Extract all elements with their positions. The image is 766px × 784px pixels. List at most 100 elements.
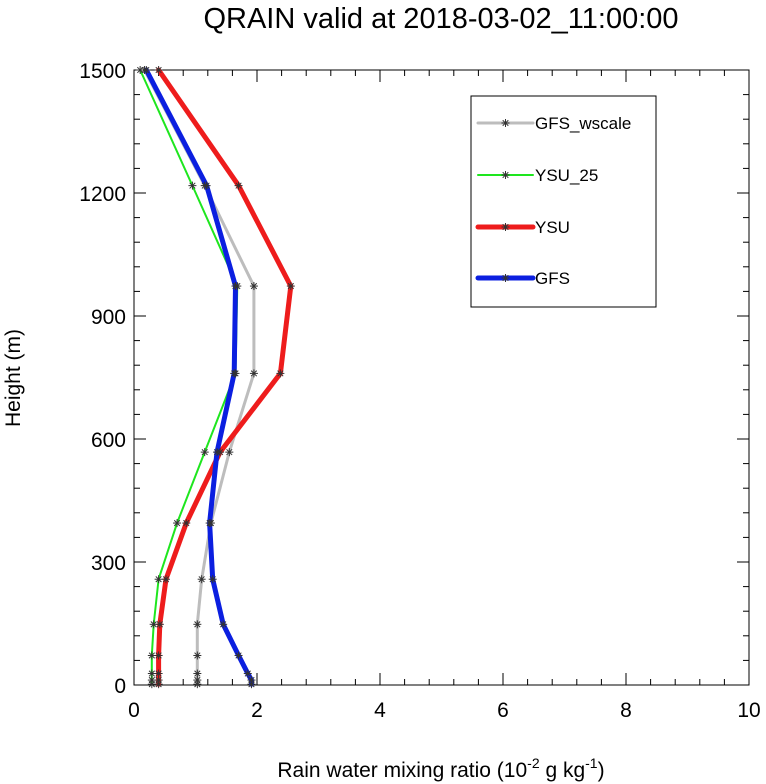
data-point-marker [155,670,162,677]
legend-items: GFS_wscale YSU_25 YSU GFS [475,114,631,288]
y-tick-label: 1500 [79,60,126,83]
series-layer [136,66,295,689]
legend-marker-star [502,223,509,231]
data-point [247,676,256,685]
data-point-marker [220,621,227,628]
legend-label: YSU_25 [535,166,598,185]
data-point [202,181,211,190]
y-tick-label: 900 [91,306,126,329]
x-tick-label: 6 [497,699,509,722]
x-tick-label: 8 [620,699,632,722]
data-point-marker [250,282,258,290]
data-point-marker [143,66,150,74]
data-point-marker [155,676,162,684]
data-point-marker [235,652,242,659]
data-point [193,651,202,660]
y-tick-label: 1200 [79,183,126,206]
data-point-marker [209,576,216,583]
data-point-marker [231,370,238,377]
data-point-marker [155,66,162,74]
data-point [154,669,163,678]
data-point [230,369,239,378]
data-point-marker [183,519,190,527]
data-point [219,620,228,629]
data-point-marker [277,370,284,377]
x-tick-label: 0 [128,699,140,722]
data-point [193,669,202,678]
y-axis-label: Height (m) [2,329,25,427]
x-tick-label: 4 [374,699,386,722]
data-point-marker [232,282,239,290]
data-point-marker [206,519,213,527]
data-point [155,620,164,629]
legend-marker [501,171,510,179]
y-tick-label: 0 [114,675,126,698]
data-point [249,282,258,291]
legend-marker-star [502,171,509,179]
data-point-marker [155,576,162,583]
data-point-marker [148,670,155,677]
data-point-marker [194,670,201,677]
data-point [161,575,170,584]
data-point-marker [156,621,163,628]
data-point [276,369,285,378]
y-tick-label: 300 [91,552,126,575]
data-point [154,651,163,660]
data-point [147,669,156,678]
data-point [213,448,222,457]
data-point [231,282,240,291]
data-point-marker [173,519,181,527]
data-point [225,448,234,457]
legend-marker-star [502,274,509,282]
y-tick-label: 600 [91,429,126,452]
data-point-marker [203,182,210,189]
data-point-marker [155,652,162,659]
x-tick-label: 10 [737,699,760,722]
x-tick-label: 2 [251,699,263,722]
data-point-marker [194,676,201,684]
data-point-marker [189,182,196,189]
data-point-marker [235,182,242,189]
legend-marker [501,274,510,282]
data-point-marker [136,66,144,74]
data-point-marker [244,670,251,677]
data-point [234,181,243,190]
data-point [243,669,252,678]
data-point [234,651,243,660]
data-point [249,369,258,378]
legend-box [470,95,657,308]
data-point-marker [213,448,221,456]
y-axis: 0 300 600 900 1200 1500 [79,60,749,698]
data-point [147,651,156,660]
data-point-marker [150,621,157,628]
data-point-marker [250,370,258,377]
legend: GFS_wscale YSU_25 YSU GFS [470,95,657,308]
data-point [182,519,191,528]
data-point-marker [287,282,294,290]
data-point-marker [162,576,170,583]
data-point [200,448,209,457]
data-point-marker [226,448,233,456]
data-point [193,620,202,629]
data-point [188,181,197,190]
data-point-marker [248,676,255,684]
data-point [154,575,163,584]
legend-label: YSU [535,218,570,237]
chart-title: QRAIN valid at 2018-03-02_11:00:00 [203,3,678,35]
data-point [142,66,151,74]
data-point-marker [194,621,201,628]
plot-area [133,69,750,686]
data-point-marker [148,676,155,684]
data-point-marker [201,448,208,456]
plot-frame [133,69,750,686]
data-point-marker [194,652,201,659]
data-point [154,66,163,74]
legend-label: GFS [535,269,570,288]
data-point [205,519,214,528]
legend-marker-star [502,119,509,127]
legend-marker [501,119,510,127]
data-point [197,575,206,584]
x-axis-label: Rain water mixing ratio (10-2 g kg-1) [277,755,604,782]
x-axis: 0 2 4 6 8 10 [128,70,761,722]
